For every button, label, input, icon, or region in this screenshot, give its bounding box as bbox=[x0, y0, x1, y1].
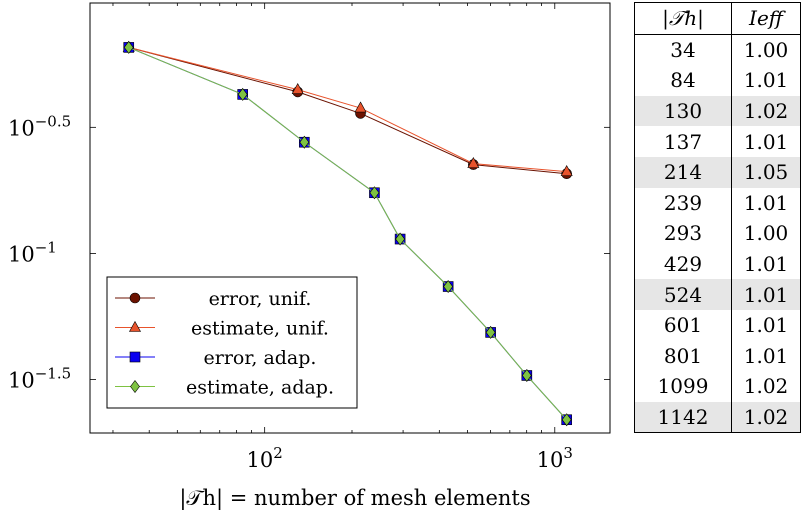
cell-elements: 1099 bbox=[634, 371, 732, 402]
y-tick-label: 10−0.5 bbox=[8, 112, 71, 140]
legend-swatch-marker bbox=[129, 351, 141, 363]
legend-item: error, unif. bbox=[115, 288, 311, 310]
table-row: 1142 1.02 bbox=[634, 401, 801, 434]
col-header-elements: |𝒯h| bbox=[634, 2, 732, 35]
cell-efficiency: 1.01 bbox=[731, 340, 801, 372]
table-row: 524 1.01 bbox=[634, 279, 801, 310]
cell-elements: 130 bbox=[634, 95, 732, 127]
legend-item: error, adap. bbox=[115, 347, 316, 369]
data-point bbox=[369, 186, 380, 200]
table-row: 801 1.01 bbox=[634, 340, 801, 372]
table-row: 1099 1.02 bbox=[634, 371, 801, 402]
col-header-efficiency: Ieff bbox=[731, 2, 801, 35]
x-tick-label: 103 bbox=[537, 444, 573, 472]
data-point bbox=[561, 413, 572, 427]
cell-efficiency: 1.01 bbox=[731, 279, 801, 310]
data-point bbox=[299, 135, 310, 149]
cell-efficiency: 1.01 bbox=[731, 126, 801, 157]
x-axis-label: |𝒯h| = number of mesh elements bbox=[179, 486, 530, 511]
cell-efficiency: 1.02 bbox=[731, 95, 801, 127]
convergence-plot: 102 103 10−0.5 10−1 10−1.5 error, unif. estim… bbox=[8, 2, 611, 511]
table-row: 34 1.00 bbox=[634, 34, 801, 66]
legend-label: error, unif. bbox=[209, 288, 312, 310]
cell-elements: 84 bbox=[634, 65, 732, 96]
y-tick-label: 10−1.5 bbox=[8, 364, 71, 392]
table-row: 84 1.01 bbox=[634, 65, 801, 96]
legend-swatch-marker bbox=[129, 292, 141, 304]
data-point bbox=[467, 157, 480, 168]
series-line bbox=[128, 46, 567, 175]
table-header-row: |𝒯h| Ieff bbox=[634, 2, 801, 35]
table-row: 130 1.02 bbox=[634, 95, 801, 127]
cell-efficiency: 1.01 bbox=[731, 309, 801, 341]
data-point bbox=[291, 83, 304, 94]
data-point bbox=[560, 165, 573, 176]
table-row: 429 1.01 bbox=[634, 248, 801, 280]
cell-efficiency: 1.05 bbox=[731, 156, 801, 188]
cell-efficiency: 1.00 bbox=[731, 218, 801, 249]
table-row: 214 1.05 bbox=[634, 156, 801, 188]
cell-elements: 429 bbox=[634, 248, 732, 280]
plot-frame bbox=[89, 2, 611, 434]
series-estimate-adap bbox=[123, 40, 572, 427]
cell-efficiency: 1.02 bbox=[731, 371, 801, 402]
cell-elements: 1142 bbox=[634, 401, 732, 434]
cell-elements: 34 bbox=[634, 34, 732, 66]
data-point bbox=[443, 280, 454, 294]
cell-efficiency: 1.01 bbox=[731, 248, 801, 280]
cell-elements: 524 bbox=[634, 279, 732, 310]
cell-elements: 137 bbox=[634, 126, 732, 157]
y-tick-label: 10−1 bbox=[8, 238, 57, 266]
data-point bbox=[123, 40, 134, 54]
data-point bbox=[521, 368, 532, 382]
legend-item: estimate, unif. bbox=[115, 318, 329, 340]
table-row: 293 1.00 bbox=[634, 218, 801, 249]
data-point bbox=[354, 101, 367, 113]
cell-elements: 239 bbox=[634, 187, 732, 219]
legend: error, unif. estimate, unif. error, adap. e… bbox=[106, 276, 358, 409]
data-point bbox=[237, 87, 248, 101]
cell-efficiency: 1.00 bbox=[731, 34, 801, 66]
efficiency-table: |𝒯h| Ieff 34 1.00 84 1.01 130 1.02 137 1.01 214 1… bbox=[634, 2, 801, 434]
axis-ticks: 102 103 10−0.5 10−1 10−1.5 bbox=[8, 3, 610, 472]
data-point bbox=[485, 325, 496, 339]
cell-efficiency: 1.02 bbox=[731, 401, 801, 434]
legend-label: estimate, adap. bbox=[186, 377, 334, 399]
cell-elements: 214 bbox=[634, 156, 732, 188]
legend-swatch-marker bbox=[128, 320, 142, 332]
cell-elements: 601 bbox=[634, 309, 732, 341]
cell-elements: 293 bbox=[634, 218, 732, 249]
legend-swatch-marker bbox=[130, 380, 140, 393]
table-row: 239 1.01 bbox=[634, 187, 801, 219]
x-tick-label: 102 bbox=[247, 444, 283, 472]
cell-efficiency: 1.01 bbox=[731, 187, 801, 219]
legend-item: estimate, adap. bbox=[115, 377, 334, 399]
legend-label: estimate, unif. bbox=[191, 318, 329, 340]
cell-efficiency: 1.01 bbox=[731, 65, 801, 96]
table-row: 137 1.01 bbox=[634, 126, 801, 157]
plot-series-layer bbox=[122, 40, 573, 427]
cell-elements: 801 bbox=[634, 340, 732, 372]
data-point bbox=[395, 232, 405, 246]
table-row: 601 1.01 bbox=[634, 309, 801, 341]
legend-label: error, adap. bbox=[204, 347, 317, 369]
